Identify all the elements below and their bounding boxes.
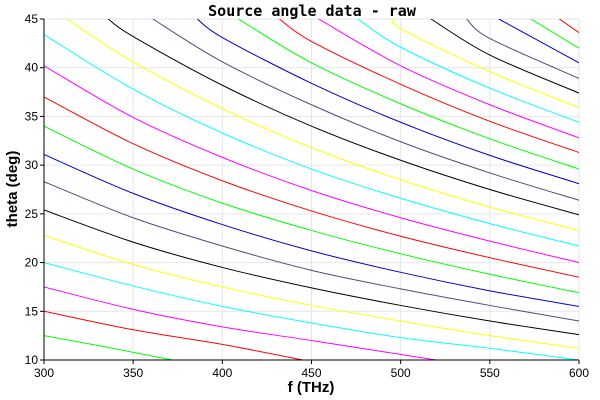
series-line-22 bbox=[430, 19, 579, 94]
series-line-3 bbox=[44, 286, 437, 360]
series-line-6 bbox=[44, 209, 579, 336]
series-line-8 bbox=[44, 153, 579, 307]
y-tick-label: 25 bbox=[25, 207, 39, 221]
series-line-24 bbox=[498, 19, 579, 64]
y-tick-label: 10 bbox=[25, 353, 39, 367]
y-ticks: 10 15 20 25 30 35 40 45 bbox=[25, 12, 44, 367]
x-tick-label: 450 bbox=[301, 366, 321, 380]
x-tick-label: 400 bbox=[212, 366, 232, 380]
series-line-19 bbox=[318, 19, 579, 139]
series-line-17 bbox=[238, 19, 579, 170]
series-line-13 bbox=[66, 19, 579, 231]
series-line-5 bbox=[44, 234, 579, 349]
x-tick-label: 300 bbox=[34, 366, 54, 380]
series-line-1 bbox=[44, 335, 173, 360]
series-line-15 bbox=[152, 19, 579, 201]
y-axis-label: theta (deg) bbox=[4, 151, 21, 228]
x-tick-label: 550 bbox=[480, 366, 500, 380]
series-line-18 bbox=[279, 19, 579, 153]
x-axis-label: f (THz) bbox=[288, 379, 335, 396]
x-tick-label: 500 bbox=[391, 366, 411, 380]
series-line-21 bbox=[391, 19, 579, 109]
series-line-23 bbox=[466, 19, 579, 79]
series-line-11 bbox=[44, 65, 579, 264]
series-line-12 bbox=[44, 34, 579, 247]
series-line-2 bbox=[44, 310, 303, 360]
series-line-10 bbox=[44, 96, 579, 278]
x-ticks: 300 350 400 450 500 550 600 bbox=[34, 360, 589, 380]
x-tick-label: 350 bbox=[123, 366, 143, 380]
y-tick-label: 15 bbox=[25, 304, 39, 318]
series-line-9 bbox=[44, 125, 579, 294]
x-tick-label: 600 bbox=[569, 366, 589, 380]
y-tick-label: 40 bbox=[25, 61, 39, 75]
series-line-4 bbox=[44, 262, 579, 360]
y-tick-label: 35 bbox=[25, 109, 39, 123]
y-tick-label: 30 bbox=[25, 158, 39, 172]
series-line-25 bbox=[530, 19, 579, 49]
series-line-7 bbox=[44, 181, 579, 322]
chart-title: Source angle data - raw bbox=[208, 2, 417, 20]
y-tick-label: 20 bbox=[25, 256, 39, 270]
series-line-14 bbox=[107, 19, 579, 216]
plot-area bbox=[44, 19, 579, 360]
series-line-26 bbox=[559, 19, 579, 34]
series-group bbox=[44, 19, 579, 360]
y-tick-label: 45 bbox=[25, 12, 39, 26]
series-line-16 bbox=[197, 19, 579, 185]
series-line-20 bbox=[357, 19, 579, 123]
